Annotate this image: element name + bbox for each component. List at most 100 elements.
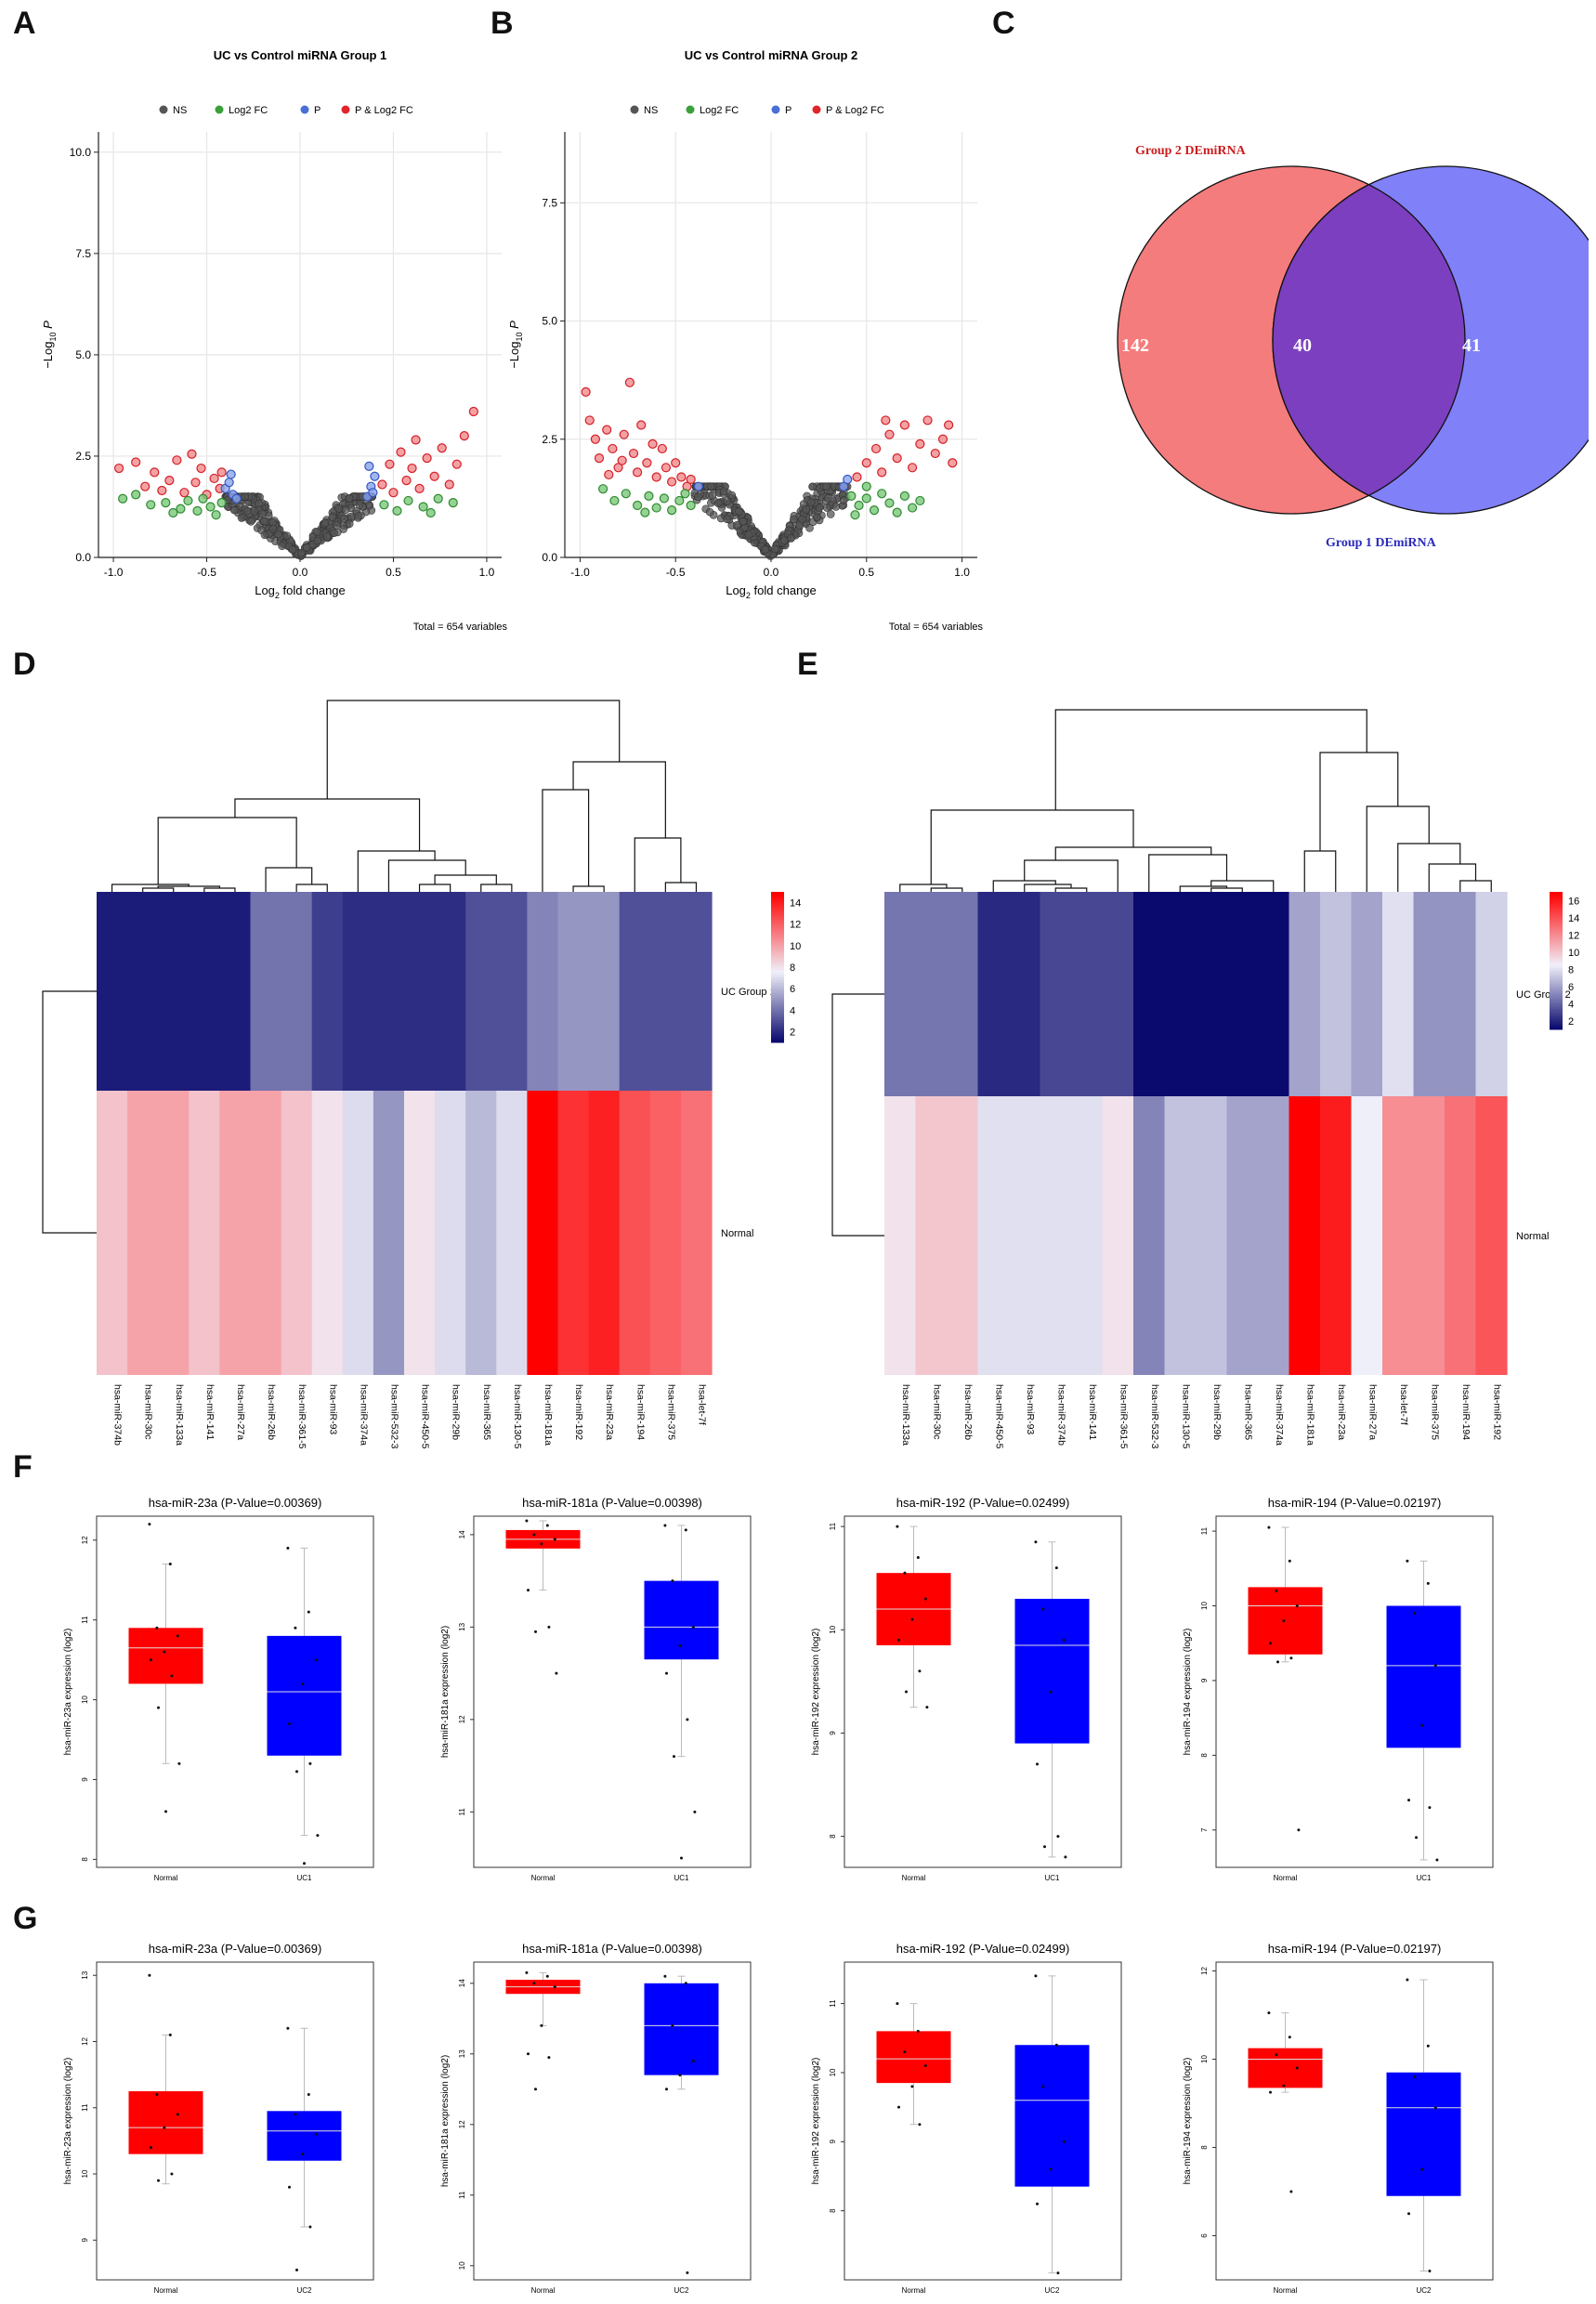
jitter-point <box>665 2088 668 2091</box>
heat-cell <box>1226 1096 1259 1375</box>
heat-cell <box>557 892 590 1091</box>
box-frame-1 <box>473 1515 752 1868</box>
column-label-17: hsa-miR-375 <box>1429 1384 1440 1440</box>
group-label-1: UC1 <box>1416 1874 1432 1882</box>
legend-label-2: P <box>785 105 791 116</box>
x-tick-label-2: 0.0 <box>764 566 779 579</box>
y-tick-label-1: 2.5 <box>75 450 91 463</box>
jitter-point <box>1036 2202 1039 2206</box>
jitter-point <box>1420 1723 1424 1727</box>
group-label-1: UC2 <box>674 2286 689 2295</box>
jitter-point <box>307 1610 310 1614</box>
heat-cell <box>947 892 979 1096</box>
jitter-point <box>678 1643 682 1647</box>
colorbar-segment <box>1550 908 1563 911</box>
jitter-point <box>295 2268 298 2271</box>
colorbar-segment <box>1550 981 1563 985</box>
colorbar-segment <box>771 1007 784 1011</box>
colorbar-segment <box>1550 949 1563 952</box>
box-title-0: hsa-miR-23a (P-Value=0.00369) <box>149 1942 322 1956</box>
ns-point <box>260 530 269 540</box>
colorbar-segment <box>771 1025 784 1028</box>
colorbar-segment <box>1550 942 1563 946</box>
colorbar-segment <box>771 1004 784 1008</box>
box-normal <box>128 2090 203 2154</box>
colorbar-segment <box>771 1012 784 1015</box>
column-label-1: hsa-miR-30c <box>931 1384 942 1440</box>
data-point-21 <box>686 474 696 485</box>
ns-point <box>808 482 817 491</box>
colorbar-segment <box>771 962 784 965</box>
heat-cell <box>127 1091 159 1375</box>
y-tick-label-3: 7.5 <box>542 196 557 209</box>
colorbar-segment <box>1550 928 1563 932</box>
box-uc1 <box>267 1635 342 1756</box>
jitter-point <box>916 2029 920 2033</box>
colorbar-segment <box>771 964 784 968</box>
colorbar-segment <box>1550 986 1563 989</box>
colorbar-label-1: 4 <box>1568 999 1574 1010</box>
heat-cell <box>219 1091 252 1375</box>
colorbar-label-4: 10 <box>790 941 801 952</box>
jitter-point <box>1297 1828 1301 1832</box>
data-point-43 <box>877 489 887 499</box>
box-ytick-label-3-2: 9 <box>1200 1678 1209 1682</box>
colorbar-segment <box>771 947 784 950</box>
data-point-9 <box>190 478 201 488</box>
ns-point <box>322 532 332 542</box>
colorbar-segment <box>771 942 784 946</box>
box-ytick-label-0-1: 9 <box>81 1777 89 1782</box>
ns-point <box>839 496 848 504</box>
column-label-2: hsa-miR-26b <box>962 1384 974 1440</box>
group-label-0: Normal <box>531 1874 556 1882</box>
jitter-point <box>1426 1581 1430 1585</box>
column-label-16: hsa-let-7f <box>1398 1384 1409 1425</box>
column-label-14: hsa-miR-181a <box>543 1384 554 1446</box>
colorbar-segment <box>1550 999 1563 1002</box>
data-point-36 <box>368 488 378 498</box>
colorbar-segment <box>1550 958 1563 962</box>
box-ytick-label-3-3: 10 <box>1200 1602 1209 1610</box>
column-label-5: hsa-miR-374b <box>1055 1384 1066 1446</box>
data-point-0 <box>114 463 124 474</box>
jitter-point <box>1056 2271 1060 2275</box>
box-ytick-label-1-4: 14 <box>458 1979 466 1987</box>
group-label-1: UC1 <box>1044 1874 1060 1882</box>
ns-point <box>694 492 702 502</box>
heat-cell <box>527 892 559 1091</box>
data-point-57 <box>899 420 909 430</box>
box-ytick-label-2-3: 11 <box>829 1522 837 1530</box>
jitter-point <box>1054 1566 1058 1570</box>
heat-cell <box>1071 1096 1104 1375</box>
heat-cell <box>250 1091 282 1375</box>
box-ytick-label-1-0: 10 <box>458 2261 466 2270</box>
heat-cell <box>527 1091 559 1375</box>
heat-cell <box>1102 892 1134 1096</box>
jitter-point <box>150 1658 152 1662</box>
column-label-7: hsa-miR-361-5p <box>1118 1384 1129 1449</box>
x-axis-label: Log2 fold change <box>255 583 346 600</box>
heat-cell <box>281 892 313 1091</box>
jitter-point <box>686 2271 689 2274</box>
jitter-point <box>1041 2085 1045 2088</box>
heat-cell <box>1289 1096 1321 1375</box>
heat-cell <box>127 892 159 1091</box>
data-point-42 <box>869 505 880 516</box>
box-ytick-label-2-2: 10 <box>829 2068 837 2076</box>
jitter-point <box>307 2093 310 2096</box>
jitter-point <box>684 1528 687 1532</box>
group-label-0: Normal <box>1274 1874 1298 1882</box>
y-tick-label-2: 5.0 <box>75 348 91 361</box>
ns-point <box>274 530 282 539</box>
panel-label-c: C <box>992 6 1015 41</box>
data-point-22 <box>604 469 614 480</box>
colorbar-segment <box>771 904 784 908</box>
colorbar-segment <box>771 932 784 936</box>
jitter-point <box>295 1770 298 1774</box>
box-ytick-label-2-1: 9 <box>829 2140 837 2144</box>
column-label-4: hsa-miR-93 <box>1025 1384 1036 1434</box>
jitter-point <box>896 1525 899 1528</box>
ns-point <box>328 513 337 522</box>
x-tick-label-4: 1.0 <box>479 566 495 579</box>
colorbar-segment <box>1550 900 1563 904</box>
